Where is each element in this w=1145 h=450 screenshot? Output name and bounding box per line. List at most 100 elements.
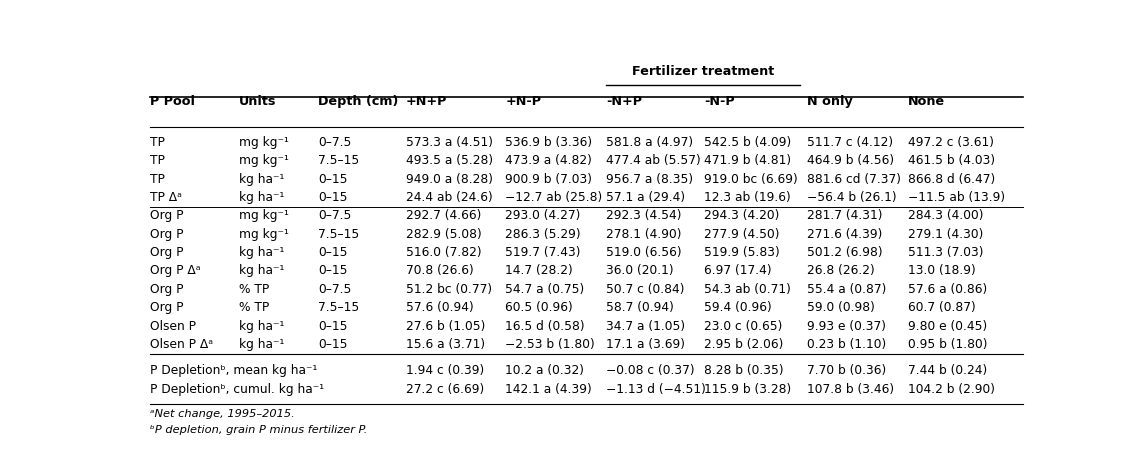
Text: 279.1 (4.30): 279.1 (4.30) <box>908 228 984 241</box>
Text: Org P: Org P <box>150 301 183 314</box>
Text: 58.7 (0.94): 58.7 (0.94) <box>607 301 674 314</box>
Text: 519.9 (5.83): 519.9 (5.83) <box>704 246 780 259</box>
Text: 142.1 a (4.39): 142.1 a (4.39) <box>505 383 592 396</box>
Text: 57.1 a (29.4): 57.1 a (29.4) <box>607 191 686 204</box>
Text: 34.7 a (1.05): 34.7 a (1.05) <box>607 320 686 333</box>
Text: 542.5 b (4.09): 542.5 b (4.09) <box>704 136 791 149</box>
Text: 17.1 a (3.69): 17.1 a (3.69) <box>607 338 686 351</box>
Text: 294.3 (4.20): 294.3 (4.20) <box>704 209 780 222</box>
Text: -N+P: -N+P <box>607 94 642 108</box>
Text: 511.7 c (4.12): 511.7 c (4.12) <box>807 136 893 149</box>
Text: +N-P: +N-P <box>505 94 542 108</box>
Text: 0–15: 0–15 <box>318 246 347 259</box>
Text: 281.7 (4.31): 281.7 (4.31) <box>807 209 883 222</box>
Text: 50.7 c (0.84): 50.7 c (0.84) <box>607 283 685 296</box>
Text: 26.8 (26.2): 26.8 (26.2) <box>807 265 875 277</box>
Text: TP Δᵃ: TP Δᵃ <box>150 191 182 204</box>
Text: 461.5 b (4.03): 461.5 b (4.03) <box>908 154 995 167</box>
Text: −56.4 b (26.1): −56.4 b (26.1) <box>807 191 897 204</box>
Text: 7.5–15: 7.5–15 <box>318 228 360 241</box>
Text: 919.0 bc (6.69): 919.0 bc (6.69) <box>704 173 798 185</box>
Text: Olsen P: Olsen P <box>150 320 196 333</box>
Text: −12.7 ab (25.8): −12.7 ab (25.8) <box>505 191 602 204</box>
Text: Olsen P Δᵃ: Olsen P Δᵃ <box>150 338 213 351</box>
Text: 54.7 a (0.75): 54.7 a (0.75) <box>505 283 584 296</box>
Text: 866.8 d (6.47): 866.8 d (6.47) <box>908 173 995 185</box>
Text: 7.44 b (0.24): 7.44 b (0.24) <box>908 364 987 378</box>
Text: 2.95 b (2.06): 2.95 b (2.06) <box>704 338 783 351</box>
Text: mg kg⁻¹: mg kg⁻¹ <box>239 209 289 222</box>
Text: 511.3 (7.03): 511.3 (7.03) <box>908 246 984 259</box>
Text: 9.93 e (0.37): 9.93 e (0.37) <box>807 320 886 333</box>
Text: 501.2 (6.98): 501.2 (6.98) <box>807 246 883 259</box>
Text: 293.0 (4.27): 293.0 (4.27) <box>505 209 581 222</box>
Text: 900.9 b (7.03): 900.9 b (7.03) <box>505 173 592 185</box>
Text: 12.3 ab (19.6): 12.3 ab (19.6) <box>704 191 791 204</box>
Text: 60.5 (0.96): 60.5 (0.96) <box>505 301 572 314</box>
Text: 8.28 b (0.35): 8.28 b (0.35) <box>704 364 783 378</box>
Text: 292.3 (4.54): 292.3 (4.54) <box>607 209 681 222</box>
Text: 115.9 b (3.28): 115.9 b (3.28) <box>704 383 791 396</box>
Text: 104.2 b (2.90): 104.2 b (2.90) <box>908 383 995 396</box>
Text: −11.5 ab (13.9): −11.5 ab (13.9) <box>908 191 1005 204</box>
Text: mg kg⁻¹: mg kg⁻¹ <box>239 136 289 149</box>
Text: 36.0 (20.1): 36.0 (20.1) <box>607 265 674 277</box>
Text: 54.3 ab (0.71): 54.3 ab (0.71) <box>704 283 791 296</box>
Text: P Depletionᵇ, cumul. kg ha⁻¹: P Depletionᵇ, cumul. kg ha⁻¹ <box>150 383 324 396</box>
Text: 0.23 b (1.10): 0.23 b (1.10) <box>807 338 886 351</box>
Text: 284.3 (4.00): 284.3 (4.00) <box>908 209 984 222</box>
Text: 949.0 a (8.28): 949.0 a (8.28) <box>405 173 492 185</box>
Text: TP: TP <box>150 136 165 149</box>
Text: 10.2 a (0.32): 10.2 a (0.32) <box>505 364 584 378</box>
Text: 59.0 (0.98): 59.0 (0.98) <box>807 301 875 314</box>
Text: kg ha⁻¹: kg ha⁻¹ <box>239 173 284 185</box>
Text: 0–7.5: 0–7.5 <box>318 283 352 296</box>
Text: 282.9 (5.08): 282.9 (5.08) <box>405 228 482 241</box>
Text: 13.0 (18.9): 13.0 (18.9) <box>908 265 976 277</box>
Text: 6.97 (17.4): 6.97 (17.4) <box>704 265 772 277</box>
Text: ᵇP depletion, grain P minus fertilizer P.: ᵇP depletion, grain P minus fertilizer P… <box>150 425 368 435</box>
Text: 24.4 ab (24.6): 24.4 ab (24.6) <box>405 191 492 204</box>
Text: kg ha⁻¹: kg ha⁻¹ <box>239 320 284 333</box>
Text: −2.53 b (1.80): −2.53 b (1.80) <box>505 338 595 351</box>
Text: 286.3 (5.29): 286.3 (5.29) <box>505 228 581 241</box>
Text: Fertilizer treatment: Fertilizer treatment <box>632 65 774 78</box>
Text: 0–15: 0–15 <box>318 191 347 204</box>
Text: 0–7.5: 0–7.5 <box>318 136 352 149</box>
Text: Org P: Org P <box>150 209 183 222</box>
Text: 15.6 a (3.71): 15.6 a (3.71) <box>405 338 485 351</box>
Text: 55.4 a (0.87): 55.4 a (0.87) <box>807 283 886 296</box>
Text: 473.9 a (4.82): 473.9 a (4.82) <box>505 154 592 167</box>
Text: 581.8 a (4.97): 581.8 a (4.97) <box>607 136 694 149</box>
Text: TP: TP <box>150 154 165 167</box>
Text: P Pool: P Pool <box>150 94 196 108</box>
Text: Units: Units <box>239 94 276 108</box>
Text: kg ha⁻¹: kg ha⁻¹ <box>239 265 284 277</box>
Text: Org P: Org P <box>150 246 183 259</box>
Text: kg ha⁻¹: kg ha⁻¹ <box>239 338 284 351</box>
Text: 519.0 (6.56): 519.0 (6.56) <box>607 246 682 259</box>
Text: −1.13 d (−4.51): −1.13 d (−4.51) <box>607 383 706 396</box>
Text: 519.7 (7.43): 519.7 (7.43) <box>505 246 581 259</box>
Text: 1.94 c (0.39): 1.94 c (0.39) <box>405 364 484 378</box>
Text: 516.0 (7.82): 516.0 (7.82) <box>405 246 481 259</box>
Text: 70.8 (26.6): 70.8 (26.6) <box>405 265 474 277</box>
Text: 464.9 b (4.56): 464.9 b (4.56) <box>807 154 894 167</box>
Text: 0.95 b (1.80): 0.95 b (1.80) <box>908 338 987 351</box>
Text: 16.5 d (0.58): 16.5 d (0.58) <box>505 320 585 333</box>
Text: mg kg⁻¹: mg kg⁻¹ <box>239 228 289 241</box>
Text: 0–15: 0–15 <box>318 265 347 277</box>
Text: +N+P: +N+P <box>405 94 448 108</box>
Text: Depth (cm): Depth (cm) <box>318 94 398 108</box>
Text: 7.5–15: 7.5–15 <box>318 154 360 167</box>
Text: 956.7 a (8.35): 956.7 a (8.35) <box>607 173 694 185</box>
Text: 278.1 (4.90): 278.1 (4.90) <box>607 228 681 241</box>
Text: 51.2 bc (0.77): 51.2 bc (0.77) <box>405 283 492 296</box>
Text: 0–15: 0–15 <box>318 173 347 185</box>
Text: 881.6 cd (7.37): 881.6 cd (7.37) <box>807 173 901 185</box>
Text: kg ha⁻¹: kg ha⁻¹ <box>239 191 284 204</box>
Text: mg kg⁻¹: mg kg⁻¹ <box>239 154 289 167</box>
Text: 7.5–15: 7.5–15 <box>318 301 360 314</box>
Text: 14.7 (28.2): 14.7 (28.2) <box>505 265 572 277</box>
Text: 493.5 a (5.28): 493.5 a (5.28) <box>405 154 492 167</box>
